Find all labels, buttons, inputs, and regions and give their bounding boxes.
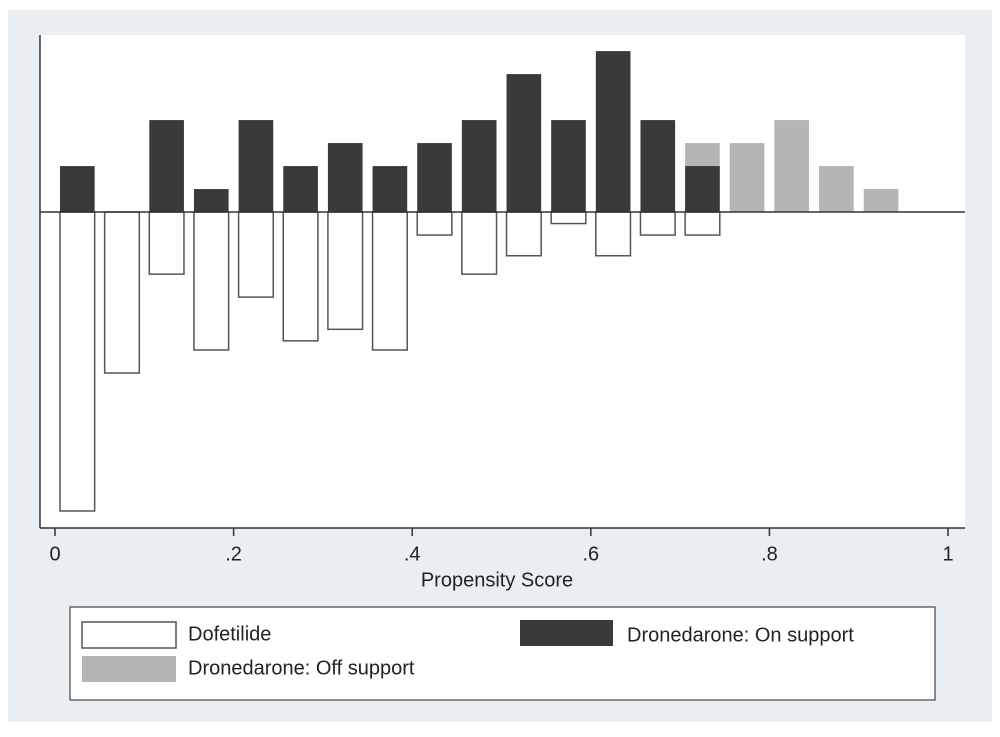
- bar: [148, 211, 185, 275]
- bar: [417, 143, 452, 213]
- bar: [461, 211, 498, 275]
- bar: [193, 211, 230, 351]
- legend-swatch: [82, 656, 176, 682]
- x-tick-label: .4: [404, 543, 421, 565]
- bar: [863, 189, 899, 213]
- bar: [506, 74, 542, 213]
- bar: [283, 166, 318, 213]
- bar: [774, 120, 810, 213]
- bar: [551, 120, 586, 213]
- bar: [149, 120, 184, 213]
- bar: [327, 143, 363, 213]
- bar: [461, 120, 497, 213]
- bar: [550, 211, 587, 225]
- legend-swatch: [520, 620, 613, 646]
- bar: [282, 211, 319, 342]
- x-tick-label: 1: [942, 543, 953, 565]
- plot-area: [40, 35, 965, 528]
- bar: [729, 143, 765, 213]
- bar: [103, 211, 141, 374]
- bar: [639, 211, 676, 236]
- bar: [193, 189, 229, 213]
- bar: [595, 211, 632, 257]
- bar: [59, 211, 96, 512]
- bar: [819, 166, 854, 213]
- bar: [60, 166, 95, 213]
- legend: [69, 606, 936, 701]
- legend-label: Dronedarone: Off support: [188, 657, 415, 679]
- bar: [640, 120, 676, 213]
- legend-swatch: [81, 621, 177, 649]
- x-tick-label: .2: [225, 543, 242, 565]
- bar: [595, 51, 631, 213]
- bar: [372, 166, 408, 213]
- bar: [505, 211, 542, 257]
- legend-label: Dronedarone: On support: [627, 624, 854, 646]
- bar: [684, 211, 721, 236]
- x-tick-label: 0: [49, 543, 60, 565]
- bar: [327, 211, 364, 331]
- legend-label: Dofetilide: [188, 623, 271, 645]
- bar: [416, 211, 453, 236]
- bar: [238, 120, 274, 213]
- x-tick-label: .6: [582, 543, 599, 565]
- x-axis-label: Propensity Score: [421, 569, 573, 591]
- bar: [237, 211, 275, 298]
- x-tick-label: .8: [761, 543, 778, 565]
- bar: [371, 211, 408, 351]
- bar: [685, 166, 720, 213]
